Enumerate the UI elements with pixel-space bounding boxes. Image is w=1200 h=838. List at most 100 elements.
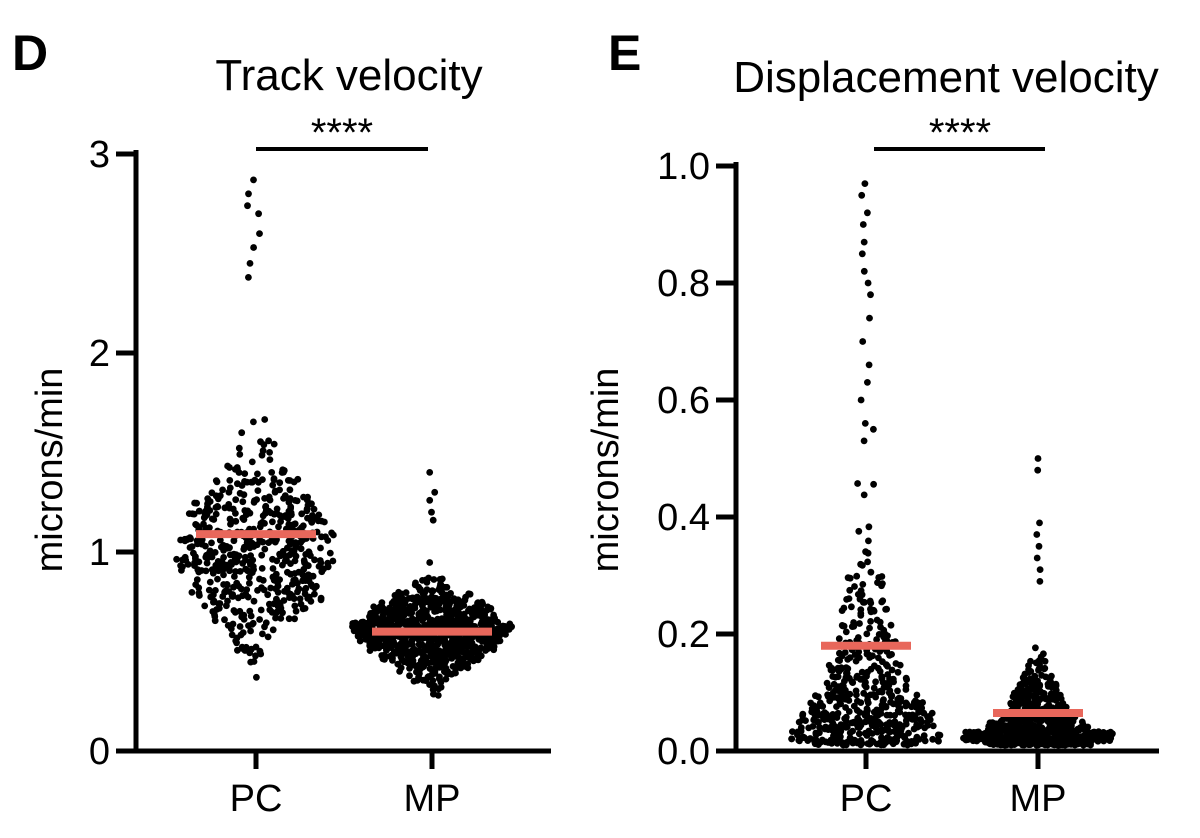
- data-point-pc: [871, 692, 879, 700]
- data-point-pc: [886, 711, 894, 719]
- data-point-pc: [830, 694, 837, 701]
- data-point-pc: [297, 600, 305, 608]
- data-point-pc: [894, 695, 902, 703]
- y-ticks-d: 0 1 2 3: [89, 134, 136, 773]
- data-point-pc: [854, 634, 862, 641]
- data-point-pc: [857, 699, 865, 706]
- data-point-pc: [842, 713, 850, 721]
- data-point-mp: [1100, 729, 1107, 736]
- data-point-mp: [462, 593, 469, 601]
- data-point-pc: [204, 503, 211, 511]
- data-point-mp: [1036, 578, 1044, 585]
- data-point-pc: [272, 570, 280, 578]
- data-point-pc: [310, 505, 318, 513]
- data-point-pc: [877, 720, 885, 728]
- data-point-mp: [429, 587, 437, 595]
- data-point-mp: [413, 668, 420, 676]
- data-point-pc: [298, 524, 305, 532]
- data-point-pc: [255, 210, 262, 218]
- data-point-pc: [874, 664, 882, 672]
- data-point-mp: [416, 641, 424, 648]
- data-point-mp: [455, 638, 463, 645]
- data-point-mp: [1057, 695, 1065, 703]
- data-point-pc: [329, 557, 337, 565]
- data-point-mp: [1002, 738, 1010, 745]
- data-point-pc: [795, 718, 803, 726]
- data-point-mp: [487, 605, 495, 612]
- data-point-pc: [303, 507, 311, 515]
- data-point-mp: [408, 615, 416, 623]
- data-point-pc: [238, 585, 245, 593]
- data-point-mp: [1036, 566, 1044, 573]
- data-point-mp: [426, 469, 434, 476]
- data-point-pc: [864, 558, 871, 566]
- data-point-pc: [253, 541, 261, 549]
- data-point-pc: [195, 507, 203, 515]
- data-point-pc: [887, 621, 895, 629]
- data-point-pc: [262, 619, 270, 627]
- data-point-mp: [366, 635, 373, 643]
- data-point-pc: [297, 545, 305, 553]
- data-point-pc: [878, 675, 886, 683]
- data-point-pc: [902, 720, 910, 728]
- data-point-pc: [853, 739, 861, 747]
- y-tick-label: 0.0: [657, 731, 710, 773]
- data-point-pc: [873, 636, 880, 643]
- data-point-mp: [1021, 738, 1029, 746]
- data-point-mp: [441, 641, 449, 649]
- data-point-mp: [463, 650, 470, 658]
- data-point-pc: [326, 549, 334, 557]
- data-point-pc: [870, 607, 878, 615]
- data-point-pc: [855, 527, 863, 535]
- mean-lines-e: [821, 641, 1083, 717]
- data-point-pc: [246, 544, 254, 552]
- data-point-pc: [270, 440, 278, 448]
- data-point-mp: [378, 599, 386, 606]
- data-point-pc: [835, 635, 843, 643]
- data-point-pc: [854, 724, 862, 731]
- data-point-pc: [210, 516, 218, 523]
- chart-title-e: Displacement velocity: [733, 53, 1159, 102]
- data-point-pc: [920, 732, 928, 740]
- data-point-mp: [1010, 722, 1018, 730]
- data-point-mp: [391, 606, 398, 613]
- data-point-pc: [257, 650, 265, 658]
- data-point-pc: [208, 539, 215, 547]
- data-point-pc: [853, 691, 860, 699]
- data-point-pc: [845, 708, 853, 715]
- data-point-pc: [235, 444, 243, 452]
- data-point-pc: [294, 475, 302, 483]
- data-point-pc: [226, 515, 234, 523]
- data-point-pc: [858, 191, 866, 199]
- data-point-mp: [1015, 717, 1023, 725]
- data-point-pc: [834, 673, 842, 681]
- data-point-mp: [414, 676, 421, 684]
- data-point-mp: [1041, 664, 1049, 672]
- data-point-pc: [905, 729, 912, 737]
- data-point-mp: [483, 637, 491, 645]
- data-point-mp: [452, 605, 460, 612]
- data-point-pc: [865, 537, 872, 545]
- data-point-pc: [218, 543, 225, 551]
- data-point-pc: [214, 575, 221, 583]
- data-point-mp: [1083, 738, 1090, 746]
- data-point-pc: [330, 531, 337, 539]
- data-point-pc: [246, 579, 253, 587]
- data-point-pc: [894, 668, 902, 676]
- data-point-pc: [308, 512, 316, 519]
- data-point-pc: [238, 613, 246, 621]
- data-point-pc: [195, 589, 203, 597]
- data-point-pc: [280, 597, 288, 604]
- data-point-pc: [266, 600, 273, 608]
- data-point-mp: [432, 606, 440, 614]
- data-point-pc: [208, 593, 215, 601]
- data-point-pc: [892, 660, 900, 667]
- data-point-pc: [824, 693, 832, 700]
- data-point-pc: [307, 572, 315, 580]
- data-point-mp: [479, 621, 487, 628]
- data-point-pc: [300, 565, 308, 573]
- data-point-pc: [230, 537, 238, 545]
- data-point-pc: [275, 523, 282, 531]
- data-point-pc: [206, 578, 214, 586]
- data-point-pc: [244, 202, 251, 210]
